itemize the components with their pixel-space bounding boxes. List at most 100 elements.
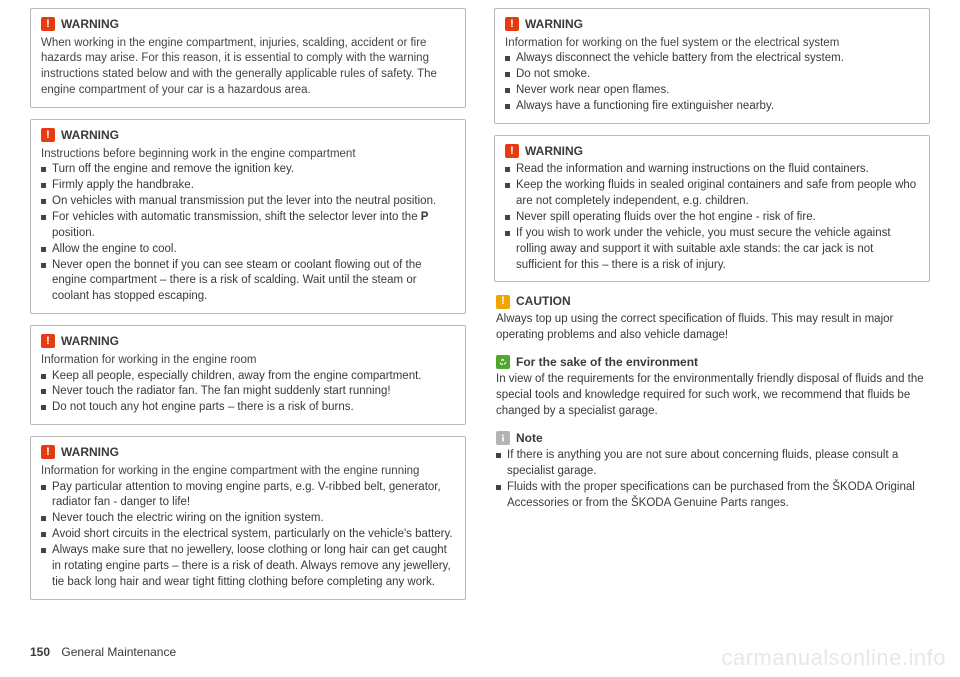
bullet-icon <box>505 104 510 109</box>
environment-label: For the sake of the environment <box>516 354 698 371</box>
bullet-text: Avoid short circuits in the electrical s… <box>52 527 453 543</box>
page-columns: ! WARNING When working in the engine com… <box>0 0 960 611</box>
bullet-icon <box>41 405 46 410</box>
bullet-icon <box>41 199 46 204</box>
caution-icon: ! <box>496 295 510 309</box>
bullet: Never open the bonnet if you can see ste… <box>41 258 455 306</box>
bullet-text: Pay particular attention to moving engin… <box>52 480 455 512</box>
warning-4-lead: Information for working in the engine co… <box>41 464 455 480</box>
bullet-icon <box>505 183 510 188</box>
bullet: Avoid short circuits in the electrical s… <box>41 527 455 543</box>
note-heading: Note <box>496 430 928 447</box>
left-column: ! WARNING When working in the engine com… <box>30 8 466 611</box>
environment-heading: For the sake of the environment <box>496 354 928 371</box>
bullet: Keep the working fluids in sealed origin… <box>505 178 919 210</box>
warning-heading: ! WARNING <box>505 143 919 160</box>
bullet: Fluids with the proper specifications ca… <box>496 480 928 512</box>
bullet-text: Turn off the engine and remove the ignit… <box>52 162 294 178</box>
section-title: General Maintenance <box>61 645 176 659</box>
bullet: Always make sure that no jewellery, loos… <box>41 543 455 591</box>
warning-3-lead: Information for working in the engine ro… <box>41 353 455 369</box>
bullet-text: Never spill operating fluids over the ho… <box>516 210 816 226</box>
bullet-icon <box>505 167 510 172</box>
bullet: Do not touch any hot engine parts – ther… <box>41 400 455 416</box>
bullet-icon <box>505 72 510 77</box>
bullet-icon <box>505 56 510 61</box>
warning-label: WARNING <box>61 333 119 350</box>
bullet-icon <box>41 532 46 537</box>
bullet-text: Always disconnect the vehicle battery fr… <box>516 51 844 67</box>
page-number: 150 <box>30 645 50 659</box>
warning-box-2: ! WARNING Instructions before beginning … <box>30 119 466 314</box>
bullet-icon <box>505 231 510 236</box>
bullet: If there is anything you are not sure ab… <box>496 448 928 480</box>
bullet: On vehicles with manual transmission put… <box>41 194 455 210</box>
warning-box-3: ! WARNING Information for working in the… <box>30 325 466 425</box>
bullet: Firmly apply the handbrake. <box>41 178 455 194</box>
warning-icon: ! <box>41 445 55 459</box>
bullet: Allow the engine to cool. <box>41 242 455 258</box>
bullet-text: Keep all people, especially children, aw… <box>52 369 421 385</box>
caution-heading: ! CAUTION <box>496 293 928 310</box>
bullet-text: Keep the working fluids in sealed origin… <box>516 178 919 210</box>
bullet-text: If there is anything you are not sure ab… <box>507 448 928 480</box>
caution-label: CAUTION <box>516 293 571 310</box>
bullet: Never touch the electric wiring on the i… <box>41 511 455 527</box>
bullet-text: Fluids with the proper specifications ca… <box>507 480 928 512</box>
bullet-icon <box>41 263 46 268</box>
warning-1-text: When working in the engine compartment, … <box>41 36 455 99</box>
bullet-text: Always have a functioning fire extinguis… <box>516 99 774 115</box>
bullet: Never work near open flames. <box>505 83 919 99</box>
warning-icon: ! <box>41 128 55 142</box>
bullet: Never spill operating fluids over the ho… <box>505 210 919 226</box>
bullet: Keep all people, especially children, aw… <box>41 369 455 385</box>
bullet-icon <box>505 215 510 220</box>
bullet: Read the information and warning instruc… <box>505 162 919 178</box>
bullet-icon <box>41 516 46 521</box>
watermark: carmanualsonline.info <box>721 645 946 671</box>
warning-icon: ! <box>505 144 519 158</box>
page-footer: 150 General Maintenance <box>30 645 176 659</box>
environment-text: In view of the requirements for the envi… <box>496 372 928 420</box>
bullet-icon <box>41 183 46 188</box>
bullet-icon <box>496 485 501 490</box>
bullet-text: Never open the bonnet if you can see ste… <box>52 258 455 306</box>
warning-box-6: ! WARNING Read the information and warni… <box>494 135 930 283</box>
bullet-icon <box>41 167 46 172</box>
info-icon <box>496 431 510 445</box>
bullet-text: On vehicles with manual transmission put… <box>52 194 436 210</box>
bullet-icon <box>505 88 510 93</box>
bullet-text: Never touch the electric wiring on the i… <box>52 511 324 527</box>
bullet-icon <box>41 247 46 252</box>
bullet-icon <box>41 374 46 379</box>
bullet: Always disconnect the vehicle battery fr… <box>505 51 919 67</box>
caution-section: ! CAUTION Always top up using the correc… <box>494 293 930 343</box>
bullet: Turn off the engine and remove the ignit… <box>41 162 455 178</box>
warning-heading: ! WARNING <box>41 127 455 144</box>
bullet-icon <box>41 548 46 553</box>
bullet: For vehicles with automatic transmission… <box>41 210 455 242</box>
bullet-text: Allow the engine to cool. <box>52 242 177 258</box>
bullet-text: Never work near open flames. <box>516 83 669 99</box>
bullet: Always have a functioning fire extinguis… <box>505 99 919 115</box>
warning-heading: ! WARNING <box>41 16 455 33</box>
bullet: Never touch the radiator fan. The fan mi… <box>41 384 455 400</box>
bullet-text: If you wish to work under the vehicle, y… <box>516 226 919 274</box>
bullet-icon <box>41 389 46 394</box>
bullet-icon <box>41 485 46 490</box>
warning-heading: ! WARNING <box>505 16 919 33</box>
bullet-text: Never touch the radiator fan. The fan mi… <box>52 384 391 400</box>
warning-icon: ! <box>41 334 55 348</box>
warning-icon: ! <box>41 17 55 31</box>
warning-label: WARNING <box>61 444 119 461</box>
bullet-text: For vehicles with automatic transmission… <box>52 210 455 242</box>
warning-box-5: ! WARNING Information for working on the… <box>494 8 930 124</box>
bullet-text: Always make sure that no jewellery, loos… <box>52 543 455 591</box>
bullet-text: Firmly apply the handbrake. <box>52 178 194 194</box>
warning-label: WARNING <box>61 127 119 144</box>
caution-text: Always top up using the correct specific… <box>496 312 928 344</box>
bullet-icon <box>41 215 46 220</box>
warning-label: WARNING <box>525 143 583 160</box>
bullet: Do not smoke. <box>505 67 919 83</box>
bullet-icon <box>496 453 501 458</box>
